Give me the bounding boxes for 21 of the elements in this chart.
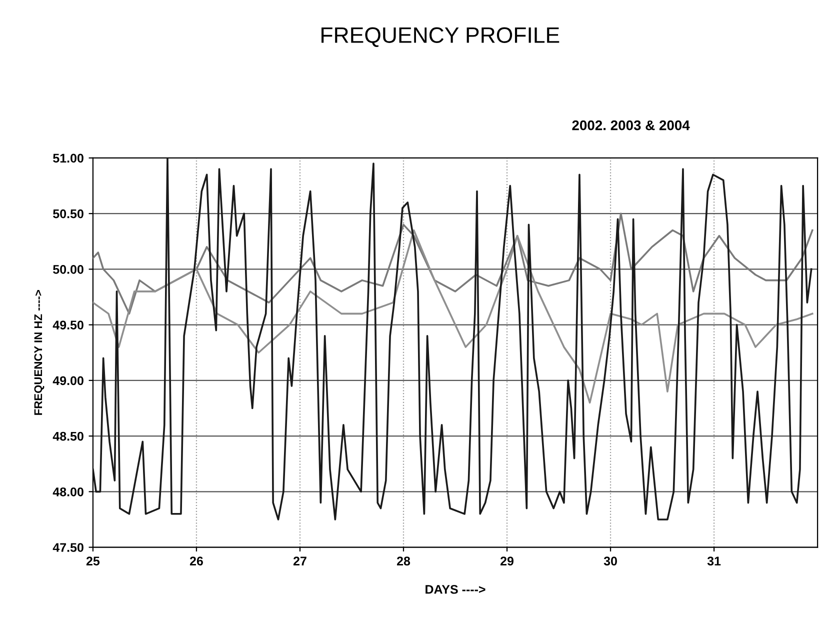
x-tick-label: 31 bbox=[707, 556, 721, 566]
y-tick-label: 47.50 bbox=[52, 543, 84, 552]
x-axis-title: DAYS ----> bbox=[426, 584, 486, 594]
line-series bbox=[92, 212, 814, 315]
x-tick-label: 28 bbox=[396, 556, 410, 566]
y-tick-label: 51.00 bbox=[53, 154, 84, 163]
chart-title: FREQUENCY PROFILE bbox=[322, 27, 560, 47]
x-tick-label: 26 bbox=[190, 556, 203, 566]
y-tick-label: 49.50 bbox=[52, 320, 84, 330]
chart-subtitle: 2002. 2003 & 2004 bbox=[572, 120, 690, 130]
y-tick-label: 50.50 bbox=[53, 209, 84, 218]
y-tick-label: 49.00 bbox=[52, 376, 84, 386]
x-tick-label: 30 bbox=[604, 556, 617, 566]
line-series bbox=[92, 158, 812, 520]
y-tick-label: 48.50 bbox=[52, 432, 84, 441]
x-tick-label: 29 bbox=[500, 556, 514, 566]
x-tick-label: 25 bbox=[86, 556, 100, 566]
x-tick-label: 27 bbox=[293, 556, 306, 566]
y-axis-title: FREQUENCY IN HZ ----> bbox=[34, 290, 44, 415]
y-tick-label: 50.00 bbox=[53, 264, 84, 274]
y-tick-label: 48.00 bbox=[52, 487, 84, 496]
